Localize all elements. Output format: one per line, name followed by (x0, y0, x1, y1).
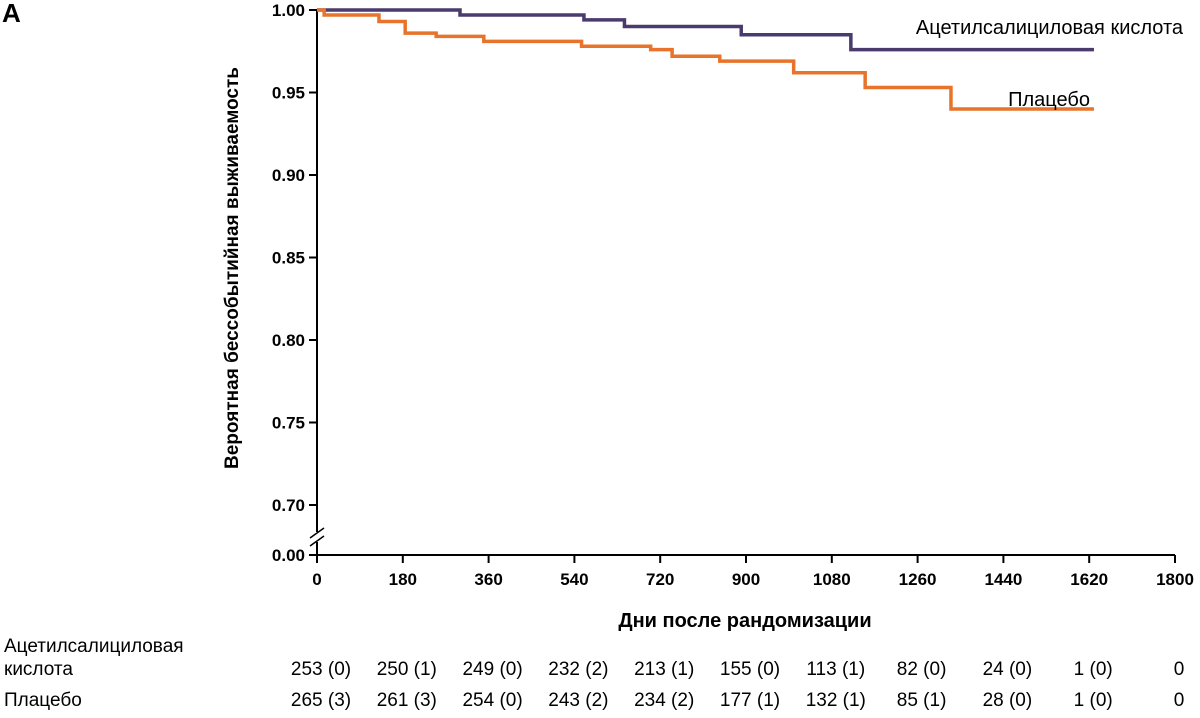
risk-table-cell: 253 (0) (290, 659, 352, 680)
risk-row-aspirin: кислота 253 (0) 250 (1) 249 (0) 232 (2) 213 … (0, 659, 1200, 683)
x-tick-label: 1260 (899, 570, 937, 589)
risk-row-label: кислота (4, 659, 73, 680)
risk-table-cell: 213 (1) (634, 659, 695, 680)
risk-table-cell: 85 (1) (896, 690, 947, 711)
risk-row-label: Ацетилсалициловая (4, 636, 184, 657)
risk-table-cell: 254 (0) (462, 690, 523, 711)
x-tick-label: 1440 (984, 570, 1022, 589)
series-label-0: Ацетилсалициловая кислота (916, 17, 1184, 39)
risk-table-cell: 132 (1) (805, 690, 866, 711)
x-tick-label: 900 (732, 570, 760, 589)
x-tick-label: 1080 (813, 570, 851, 589)
y-axis-break-mark (309, 535, 325, 547)
x-tick-label: 1800 (1156, 570, 1194, 589)
x-tick-label: 360 (474, 570, 502, 589)
panel-label: A (2, 0, 21, 28)
y-tick-label: 0.80 (272, 331, 305, 350)
x-tick-label: 180 (389, 570, 417, 589)
y-tick-label: 0.90 (272, 166, 305, 185)
y-axis-title: Вероятная бессобытийная выживаемость (222, 67, 243, 469)
risk-table-cell: 113 (1) (806, 659, 866, 680)
risk-table-cell: 28 (0) (982, 690, 1033, 711)
risk-table-cell: 234 (2) (634, 690, 695, 711)
series-line-1 (317, 8, 1094, 111)
y-tick-label: 0.70 (272, 496, 305, 515)
risk-table-cell: 265 (3) (290, 690, 352, 711)
y-tick-label: 0.75 (272, 414, 305, 433)
risk-table-cell: 82 (0) (896, 659, 947, 680)
y-axis-break-mark (309, 527, 325, 539)
risk-table-cell: 177 (1) (719, 690, 781, 711)
x-axis-title: Дни после рандомизации (618, 610, 871, 632)
y-tick-label: 0.85 (272, 249, 305, 268)
x-tick-label: 1620 (1070, 570, 1108, 589)
risk-table-cell: 0 (1173, 690, 1185, 711)
risk-table-cell: 243 (2) (548, 690, 609, 711)
series-label-1: Плацебо (1008, 89, 1090, 111)
risk-row-aspirin-label-line1: Ацетилсалициловая (0, 636, 1200, 660)
series-line-0 (317, 8, 1094, 52)
risk-table-cell: 0 (1173, 659, 1185, 680)
risk-row-placebo: Плацебо 265 (3) 261 (3) 254 (0) 243 (2) 234 … (0, 690, 1200, 714)
x-tick-label: 0 (312, 570, 321, 589)
risk-table-cell: 250 (1) (376, 659, 437, 680)
x-tick-label: 540 (560, 570, 588, 589)
y-tick-label: 1.00 (272, 1, 305, 20)
risk-row-label: Плацебо (4, 690, 82, 711)
risk-table-cell: 1 (0) (1073, 659, 1113, 680)
x-tick-label: 720 (646, 570, 674, 589)
y-tick-label-break: 0.00 (272, 546, 305, 565)
risk-table-cell: 232 (2) (548, 659, 609, 680)
risk-table-cell: 155 (0) (719, 659, 781, 680)
risk-table-cell: 24 (0) (982, 659, 1033, 680)
risk-table-cell: 249 (0) (462, 659, 523, 680)
y-tick-label: 0.95 (272, 84, 305, 103)
risk-table-cell: 261 (3) (376, 690, 437, 711)
risk-table-cell: 1 (0) (1073, 690, 1113, 711)
